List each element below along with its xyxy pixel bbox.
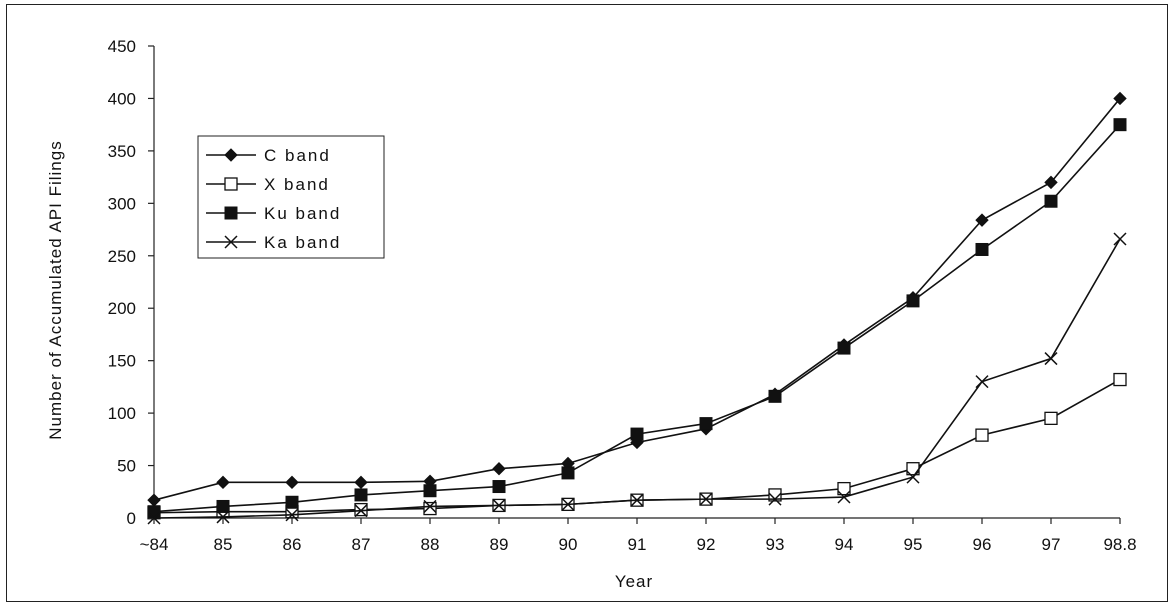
data-point-ka-band [630, 493, 644, 507]
data-point-ku-band [216, 499, 230, 513]
x-tick-label: 85 [214, 535, 233, 554]
data-point-c-band [147, 493, 161, 507]
data-point-x-band [423, 501, 437, 516]
y-tick-label: 0 [127, 509, 136, 528]
x-tick-label: 87 [352, 535, 371, 554]
legend-label: X band [264, 175, 330, 194]
x-tick-label: 89 [490, 535, 509, 554]
data-point-ka-band [216, 510, 230, 524]
data-point-ka-band [147, 511, 161, 525]
data-point-ku-band [837, 341, 851, 355]
legend-marker-c-band [224, 148, 238, 162]
data-point-ku-band [492, 480, 506, 494]
series-ka-band [147, 232, 1127, 525]
data-point-c-band [354, 475, 368, 490]
data-point-ku-band [561, 466, 575, 480]
data-point-c-band [216, 475, 230, 490]
y-tick-label: 400 [108, 89, 136, 108]
legend-label: Ku band [264, 204, 341, 223]
data-point-ka-band [1113, 232, 1127, 246]
y-tick-label: 200 [108, 299, 136, 318]
x-tick-label: 94 [835, 535, 854, 554]
series-line-ka-band [153, 238, 1121, 519]
data-point-ka-band [492, 498, 506, 512]
legend: C band X band Ku band Ka band [197, 135, 385, 259]
legend-marker-ku-band [224, 206, 238, 220]
data-point-ka-band [975, 375, 989, 389]
legend-item-ku-band: Ku band [206, 204, 341, 223]
data-point-ka-band [699, 492, 713, 506]
data-point-c-band [285, 475, 299, 490]
data-point-ku-band [975, 242, 989, 256]
y-tick-label: 100 [108, 404, 136, 423]
legend-marker-x-band [224, 177, 238, 191]
data-point-x-band [1113, 372, 1127, 387]
data-point-ka-band [423, 499, 437, 513]
y-tick-label: 150 [108, 352, 136, 371]
y-axis-title: Number of Accumulated API Filings [46, 140, 65, 439]
x-axis-title: Year [615, 572, 653, 591]
series-ku-band [147, 118, 1127, 519]
legend-item-x-band: X band [206, 175, 330, 194]
legend-item-ka-band: Ka band [206, 233, 341, 252]
y-tick-label: 300 [108, 194, 136, 213]
data-point-ka-band [1044, 352, 1058, 366]
data-point-ka-band [768, 492, 782, 506]
legend-marker-ka-band [224, 235, 238, 249]
x-tick-label: 95 [904, 535, 923, 554]
x-tick-label: 88 [421, 535, 440, 554]
legend-label: Ka band [264, 233, 341, 252]
data-point-ku-band [630, 427, 644, 441]
data-point-ka-band [837, 490, 851, 504]
data-point-ka-band [906, 470, 920, 484]
data-point-ku-band [699, 417, 713, 431]
data-point-c-band [492, 461, 506, 476]
x-tick-label: 96 [973, 535, 992, 554]
series-layer [147, 91, 1127, 525]
data-point-ku-band [285, 495, 299, 509]
data-point-x-band [837, 481, 851, 496]
x-tick-label: 97 [1042, 535, 1061, 554]
data-point-ku-band [768, 389, 782, 403]
data-point-ka-band [354, 504, 368, 518]
x-tick-label: 98.8 [1103, 535, 1136, 554]
y-axis: 0 50 100 150 200 250 300 350 400 450 [108, 37, 155, 528]
data-point-x-band [975, 428, 989, 442]
x-axis: ~84 85 86 87 88 89 90 91 92 93 94 95 96 97 98.8 [140, 517, 1137, 554]
y-tick-label: 50 [117, 457, 136, 476]
data-point-ku-band [147, 505, 161, 519]
data-point-c-band [1044, 175, 1058, 190]
x-tick-label: 86 [283, 535, 302, 554]
data-point-ka-band [561, 497, 575, 511]
data-point-ku-band [1044, 194, 1058, 208]
data-point-c-band [1113, 91, 1127, 106]
legend-label: C band [264, 146, 331, 165]
x-tick-label: 90 [559, 535, 578, 554]
data-point-ku-band [1113, 118, 1127, 132]
x-tick-label: 92 [697, 535, 716, 554]
chart-frame [6, 4, 1168, 602]
x-tick-label: 91 [628, 535, 647, 554]
data-point-x-band [768, 488, 782, 502]
data-point-c-band [975, 213, 989, 227]
data-point-ka-band [285, 508, 299, 522]
legend-item-c-band: C band [206, 146, 331, 165]
data-point-ku-band [423, 484, 437, 498]
data-point-ku-band [906, 294, 920, 308]
data-point-x-band [1044, 411, 1058, 426]
y-tick-label: 450 [108, 37, 136, 56]
x-tick-label: 93 [766, 535, 785, 554]
x-tick-label: ~84 [140, 535, 169, 554]
data-point-ku-band [354, 488, 368, 502]
y-tick-label: 350 [108, 142, 136, 161]
y-tick-label: 250 [108, 247, 136, 266]
